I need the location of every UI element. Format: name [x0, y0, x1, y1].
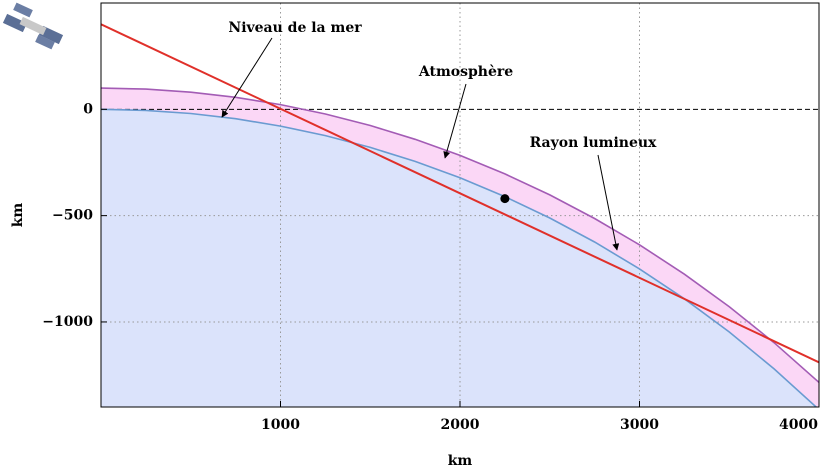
plot-area	[101, 3, 819, 407]
annotation: Niveau de la mer	[228, 20, 362, 36]
x-tick-label: 2000	[441, 417, 480, 433]
y-axis-label: km	[10, 203, 26, 228]
y-tick-label: 0	[83, 101, 93, 117]
series-line	[101, 23, 819, 364]
annotation-arrow	[597, 154, 620, 251]
x-tick-label: 4000	[779, 417, 818, 433]
annotation: Atmosphère	[418, 64, 513, 80]
x-tick-label: 1000	[261, 417, 300, 433]
y-tick-label: −500	[52, 208, 93, 224]
tangent-point	[500, 194, 510, 204]
annotation: Rayon lumineux	[530, 135, 657, 151]
annotation-arrow	[443, 83, 467, 159]
earth-fill	[101, 109, 817, 407]
x-axis-label: km	[448, 453, 473, 469]
series-line	[101, 108, 818, 407]
y-tick-label: −1000	[42, 314, 93, 330]
annotation-arrow	[221, 37, 273, 118]
x-tick-label: 3000	[620, 417, 659, 433]
series-line	[101, 87, 819, 383]
satellite-icon	[2, 2, 64, 50]
